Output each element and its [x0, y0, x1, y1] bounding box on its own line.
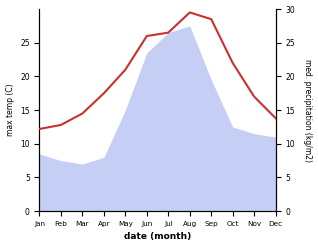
- X-axis label: date (month): date (month): [124, 232, 191, 242]
- Y-axis label: max temp (C): max temp (C): [5, 84, 15, 136]
- Y-axis label: med. precipitation (kg/m2): med. precipitation (kg/m2): [303, 59, 313, 162]
